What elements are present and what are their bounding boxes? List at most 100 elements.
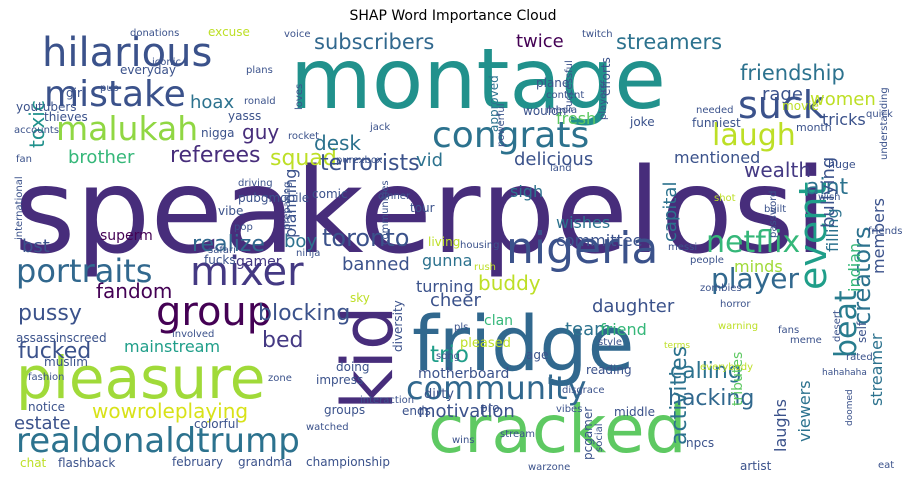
word-community: community xyxy=(406,369,586,407)
word-mixer: mixer xyxy=(190,249,304,295)
word-minds: minds xyxy=(734,257,783,276)
word-media: media xyxy=(546,105,577,116)
word-bullying: bullying xyxy=(818,157,839,228)
word-creators: creators xyxy=(848,227,876,325)
word-terms: terms xyxy=(664,341,690,351)
word-wins: wins xyxy=(452,435,475,446)
word-toronto: toronto xyxy=(322,224,409,252)
word-laugh: laugh xyxy=(712,118,796,153)
word-notice: notice xyxy=(28,400,65,414)
word-pop: pop xyxy=(234,222,253,233)
word-fresh: fresh xyxy=(556,109,596,128)
word-pleasure: pleasure xyxy=(16,344,265,412)
word-event: event xyxy=(791,182,835,290)
word-player: player xyxy=(711,262,800,295)
word-thieves: thieves xyxy=(44,110,88,124)
word-brother: brother xyxy=(68,147,135,168)
word-living: living xyxy=(428,235,460,249)
word-safari: safari xyxy=(208,245,236,256)
word-zombies: zombies xyxy=(700,283,742,294)
word-housing: housing xyxy=(460,240,499,251)
word-committee: committee xyxy=(556,231,642,250)
word-style: style xyxy=(598,337,622,348)
word-motivation: motivation xyxy=(418,401,515,422)
word-clan: clan xyxy=(484,313,513,329)
word-bst: bst xyxy=(22,236,50,257)
word-buddy: buddy xyxy=(478,271,541,295)
word-friend: friend xyxy=(600,320,647,339)
word-password: password xyxy=(768,191,779,238)
word-wowroleplaying: wowroleplaying xyxy=(92,399,248,423)
word-tricks: tricks xyxy=(822,110,866,129)
word-international: international xyxy=(14,176,25,240)
word-players: players xyxy=(598,83,609,120)
word-activities: activities xyxy=(667,346,692,445)
word-women: women xyxy=(810,89,876,110)
word-horror: horror xyxy=(720,299,751,310)
word-funniest: funniest xyxy=(692,116,741,130)
word-desert: desert xyxy=(832,310,843,342)
word-ninja: ninja xyxy=(296,248,320,259)
word-vibe: vibe xyxy=(218,204,243,218)
chart-title: SHAP Word Importance Cloud xyxy=(349,8,557,24)
word-motherboard: motherboard xyxy=(418,366,509,382)
word-montage: montage xyxy=(290,30,666,128)
word-daughter: daughter xyxy=(592,296,675,317)
word-team: team xyxy=(565,319,612,340)
word-netflix: netflix xyxy=(706,225,800,260)
word-fandom: fandom xyxy=(96,279,172,303)
word-land: land xyxy=(550,163,572,174)
word-content: content xyxy=(546,90,584,101)
word-suck: suck xyxy=(738,83,825,127)
word-loves: loves xyxy=(294,84,305,110)
word-assassinscreed: assassinscreed xyxy=(16,331,107,345)
word-joke: joke xyxy=(629,115,655,129)
word-disgrace: disgrace xyxy=(562,385,605,396)
word-hacking: hacking xyxy=(668,386,754,411)
word-fan: fan xyxy=(16,154,32,165)
word-mistake: mistake xyxy=(44,74,186,115)
word-bed: bed xyxy=(262,328,303,353)
word-donations: donations xyxy=(130,28,179,39)
word-terrorists: terrorists xyxy=(320,151,420,176)
word-banned: banned xyxy=(342,254,410,275)
word-preparing: preparing xyxy=(282,182,293,230)
word-pub: pub xyxy=(100,83,119,94)
word-guy: guy xyxy=(242,120,279,144)
word-voice: voice xyxy=(284,29,310,40)
word-ends: ends xyxy=(402,404,431,418)
word-rush: rush xyxy=(474,262,496,273)
word-zone: zone xyxy=(268,373,292,384)
word-approved: approved xyxy=(487,75,501,132)
word-portraits: portraits xyxy=(16,252,152,290)
word-built: built xyxy=(764,204,786,215)
word-tributes: tributes xyxy=(730,352,746,406)
word-pubgmobile: pubgmobile xyxy=(238,191,309,205)
word-pcgamer: pcgamer xyxy=(581,407,595,460)
word-jack: jack xyxy=(369,122,390,133)
word-ronald: ronald xyxy=(244,96,276,107)
word-wish: wish xyxy=(818,192,841,203)
word-movie: movie xyxy=(782,99,819,113)
word-stream: stream xyxy=(500,429,535,440)
word-middle: middle xyxy=(614,405,655,419)
word-needed: needed xyxy=(696,105,734,116)
word-flashback: flashback xyxy=(58,456,115,470)
word-fucks: fucks xyxy=(204,253,236,267)
word-rocket: rocket xyxy=(288,131,319,142)
word-youtubers: youtubers xyxy=(16,100,77,114)
word-laughs: laughs xyxy=(771,399,790,452)
word-sky: sky xyxy=(350,291,370,305)
word-desk: desk xyxy=(314,131,361,155)
word-understanding: understanding xyxy=(879,87,890,160)
word-subscribers: subscribers xyxy=(314,30,434,54)
word-blocking: blocking xyxy=(258,301,350,326)
word-filling: filling xyxy=(823,208,842,252)
word-rage: rage xyxy=(762,84,803,105)
word-driving: driving xyxy=(238,178,273,189)
word-realdonaldtrump: realdonaldtrump xyxy=(16,421,300,461)
word-pls: pls xyxy=(454,322,468,333)
word-cracked: cracked xyxy=(428,391,687,468)
word-streamer: streamer xyxy=(867,333,886,406)
